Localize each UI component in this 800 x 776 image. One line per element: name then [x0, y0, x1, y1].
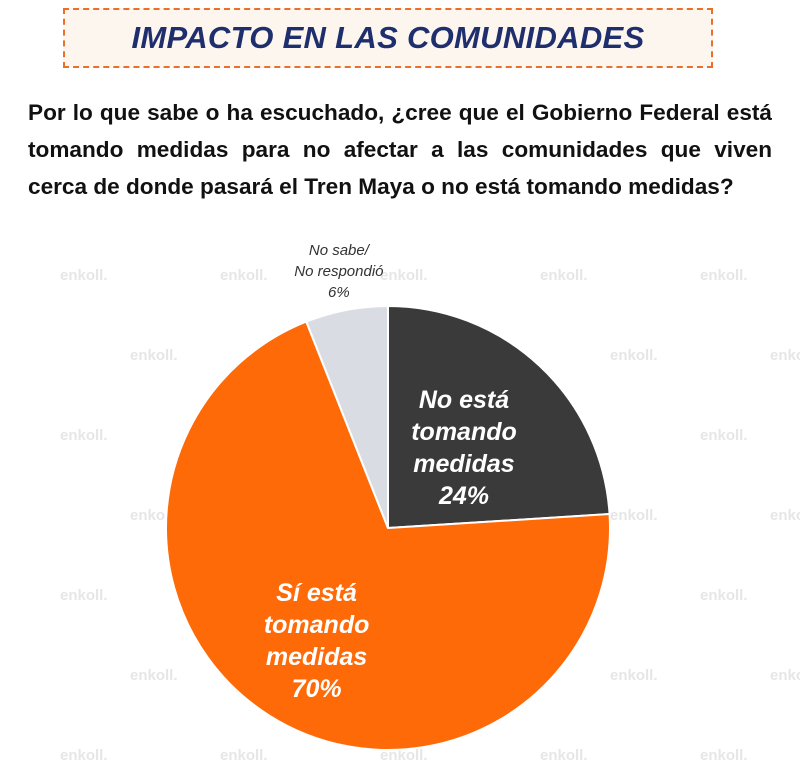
watermark-text: enkoll. — [220, 267, 268, 284]
watermark-text: enkoll. — [60, 587, 108, 604]
slice-value-label: 6% — [328, 284, 350, 301]
slice-label: Sí está tomando medidas 70% — [264, 579, 370, 703]
watermark-text: enkoll. — [60, 427, 108, 444]
watermark-text: enkoll. — [130, 347, 178, 364]
slice-label-line: Sí está — [276, 579, 357, 607]
pie-slice — [304, 304, 389, 529]
slice-label-line: No sabe/ — [309, 242, 371, 259]
watermark-text: enkoll. — [700, 267, 748, 284]
pie-slice — [387, 304, 611, 530]
survey-question: Por lo que sabe o ha escuchado, ¿cree qu… — [28, 100, 772, 199]
page-title: IMPACTO EN LAS COMUNIDADES — [131, 20, 645, 55]
watermark-text: enkoll. — [220, 747, 268, 764]
slice-label-line: medidas — [413, 450, 515, 478]
watermark-text: enkoll. — [60, 747, 108, 764]
watermark-text: enkoll. — [770, 347, 800, 364]
watermark-text: enkoll. — [540, 267, 588, 284]
watermark-text: enkoll. — [60, 267, 108, 284]
pie-slice — [165, 320, 611, 751]
watermark-text: enkoll. — [700, 427, 748, 444]
watermark-text: enkoll. — [770, 667, 800, 684]
watermark-text: enkoll. — [610, 667, 658, 684]
watermark-text: enkoll. — [610, 507, 658, 524]
watermark-text: enkoll. — [380, 747, 428, 764]
watermark-text: enkoll. — [700, 747, 748, 764]
watermark-text: enkoll. — [700, 587, 748, 604]
slice-label-line: tomando — [264, 611, 370, 639]
slice-label: No está tomando medidas 24% — [411, 386, 517, 510]
watermark-text: enkoll. — [130, 667, 178, 684]
slice-label-line: No está — [419, 386, 509, 414]
watermark-text: enkoll. — [610, 347, 658, 364]
pie-labels: No está tomando medidas 24% Sí está tomando me… — [264, 242, 517, 703]
title-box: IMPACTO EN LAS COMUNIDADES — [63, 8, 713, 68]
watermark-text: enkoll. — [380, 267, 428, 284]
slice-label-line: tomando — [411, 418, 517, 446]
pie-slices — [165, 304, 611, 751]
slice-label: No sabe/No respondió 6% — [294, 242, 383, 301]
watermark-text: enkoll. — [540, 747, 588, 764]
slice-value-label: 24% — [438, 482, 489, 510]
slice-label-line: medidas — [266, 643, 368, 671]
watermark-text: enkoll. — [770, 507, 800, 524]
slice-label-line: No respondió — [294, 263, 383, 280]
slice-value-label: 70% — [292, 675, 342, 703]
